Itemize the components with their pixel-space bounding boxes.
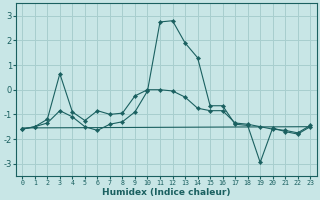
X-axis label: Humidex (Indice chaleur): Humidex (Indice chaleur) bbox=[102, 188, 230, 197]
